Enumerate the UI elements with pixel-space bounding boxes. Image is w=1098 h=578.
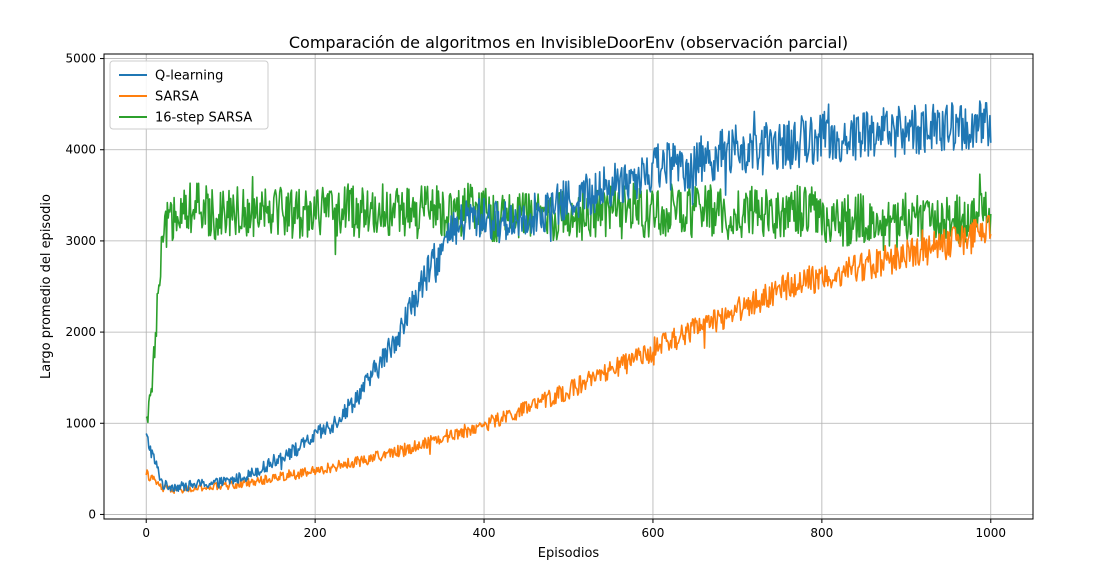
series-line-q-learning <box>145 100 992 493</box>
legend-label-sarsa: SARSA <box>155 90 199 105</box>
x-tick-label: 600 <box>642 526 665 540</box>
y-tick-label: 3000 <box>65 234 96 248</box>
x-tick-label: 0 <box>142 526 150 540</box>
legend-box <box>109 60 269 130</box>
legend: Q-learning SARSA 16-step SARSA <box>109 60 269 130</box>
y-tick-label: 1000 <box>65 416 96 430</box>
series-line-16-step-sarsa <box>145 173 992 424</box>
x-tick-label: 1000 <box>975 526 1006 540</box>
x-axis-label: Episodios <box>538 546 600 561</box>
plot-frame <box>103 53 1034 520</box>
x-tick-label: 400 <box>473 526 496 540</box>
y-tick-label: 0 <box>88 507 96 521</box>
chart-title: Comparación de algoritmos en InvisibleDo… <box>289 33 848 52</box>
y-tick-label: 4000 <box>65 143 96 157</box>
y-tick-label: 5000 <box>65 52 96 66</box>
x-tick-label: 800 <box>810 526 833 540</box>
ticks: 0 200 400 600 800 1000 0 1000 2000 3000 4000 5000 <box>65 52 1006 540</box>
grid <box>104 54 1033 519</box>
series-layer <box>145 100 992 495</box>
series-line-sarsa <box>145 214 992 495</box>
x-tick-label: 200 <box>304 526 327 540</box>
legend-label-16-step-sarsa: 16-step SARSA <box>155 111 252 126</box>
legend-label-q-learning: Q-learning <box>155 69 223 84</box>
y-axis-label: Largo promedio del episodio <box>39 194 54 379</box>
y-tick-label: 2000 <box>65 325 96 339</box>
